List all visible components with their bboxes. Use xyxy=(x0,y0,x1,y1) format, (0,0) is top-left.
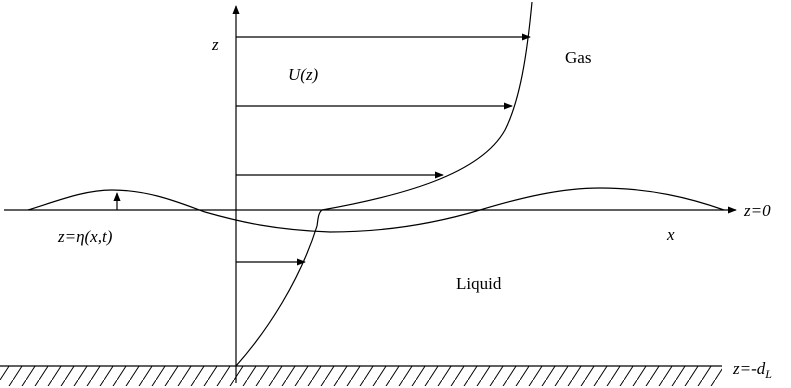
interface-label: z=η(x,t) xyxy=(57,227,113,246)
interface-wave xyxy=(27,187,725,233)
bottom-label: z=-dL xyxy=(732,359,772,381)
bottom-hatching xyxy=(0,366,722,386)
gas-velocity-profile xyxy=(321,1,533,211)
profile-label: U(z) xyxy=(288,65,319,84)
liquid-label: Liquid xyxy=(456,274,502,293)
bottom-label-subscript: L xyxy=(764,367,772,381)
bottom-label-main: z=-d xyxy=(732,359,766,378)
x-axis-label: x xyxy=(666,225,675,244)
z-axis-label: z xyxy=(211,35,219,54)
mean-level-label: z=0 xyxy=(743,201,771,220)
bottom-wall xyxy=(0,365,722,386)
gas-label: Gas xyxy=(565,48,591,67)
liquid-velocity-profile xyxy=(235,209,323,367)
